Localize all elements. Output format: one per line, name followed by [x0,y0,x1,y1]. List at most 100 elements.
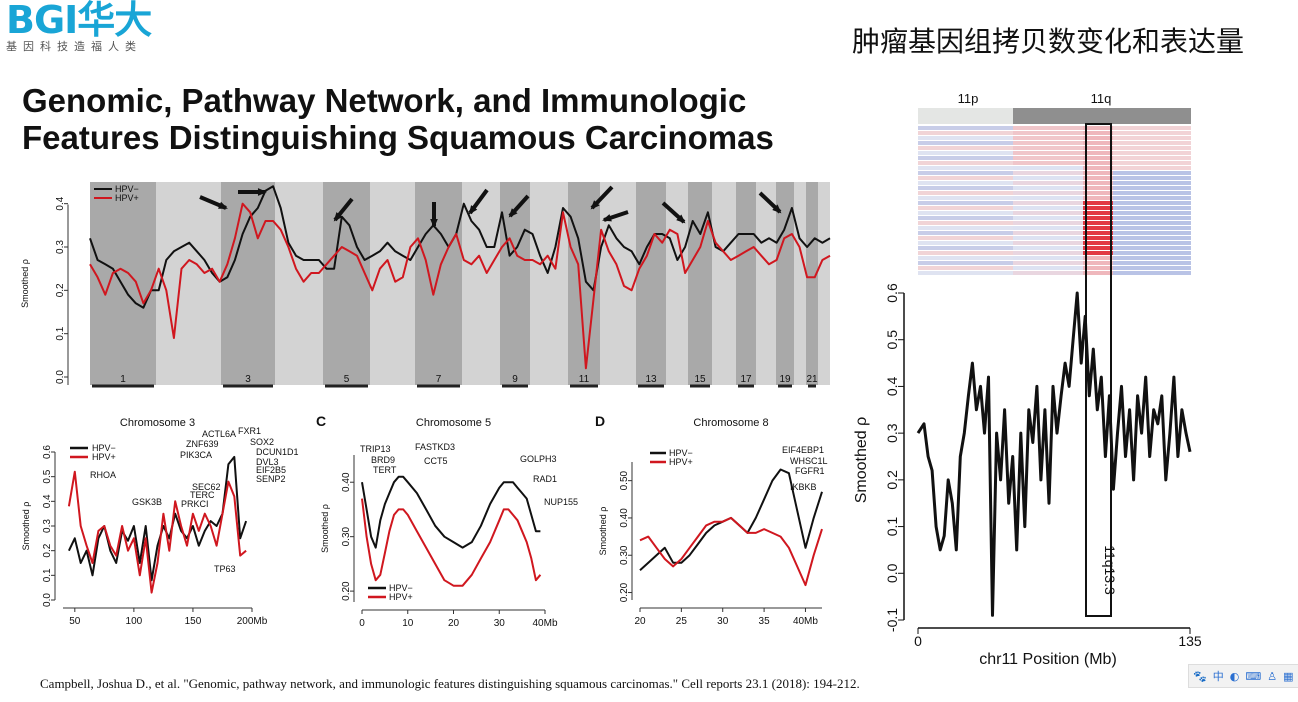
chromosome-label: 15 [694,374,706,385]
heatmap-cell [1083,256,1113,260]
heatmap-cell [918,186,1013,190]
heatmap-cell [1013,196,1083,200]
heatmap-cell [918,181,1013,185]
heatmap-cell [1083,226,1113,230]
chromosome-label: 1 [120,374,126,385]
gene-annotation: DVL3 [256,457,279,467]
legend-label-hpv-neg: HPV− [669,448,693,458]
heatmap-cell [1013,261,1083,265]
y-tick-label: 0.4 [42,494,53,508]
heatmap-cell [1013,266,1083,270]
y-tick-label: 0.50 [619,470,630,490]
gene-annotation: IKBKB [790,482,817,492]
x-axis-label: chr11 Position (Mb) [979,651,1117,668]
heatmap-cell [918,196,1013,200]
chromosome-band [415,182,462,385]
arrow-head-icon [602,214,612,222]
heatmap-cell [918,136,1013,140]
gene-annotation: TRIP13 [360,444,391,454]
y-tick-label: 0.4 [884,376,900,396]
y-tick-label: 0.1 [42,568,53,582]
heatmap-cell [1113,126,1191,130]
heatmap-cell [1113,151,1191,155]
heatmap-cell [918,266,1013,270]
heatmap-cell [1083,211,1113,215]
heatmap-cell [918,221,1013,225]
system-tray[interactable]: 🐾 中 ◐ ⌨ ♙ ▦ [1188,664,1298,688]
heatmap-cell [1013,251,1083,255]
shirt-icon[interactable]: ♙ [1267,669,1278,683]
gene-annotation: SENP2 [256,474,286,484]
gene-annotation: TERC [190,490,215,500]
y-tick-label: 0.4 [55,196,66,210]
moon-icon[interactable]: ◐ [1229,669,1240,683]
heatmap-cell [1113,141,1191,145]
legend-label-hpv-neg: HPV− [389,583,413,593]
chromosome-label: 5 [344,374,350,385]
panel-letter: C [316,413,326,429]
heatmap-cell [1013,131,1083,135]
grid-icon[interactable]: ▦ [1283,669,1294,683]
heatmap-cell [1083,136,1113,140]
heatmap-cell [1113,271,1191,275]
heatmap-cell [1083,206,1113,210]
legend-label-hpv-neg: HPV− [115,184,139,194]
chromosome-band [636,182,666,385]
ime-chinese-icon[interactable]: 中 [1212,670,1224,683]
chromosome-label: 13 [645,374,657,385]
gene-annotation: FGFR1 [795,466,825,476]
x-tick-label: 40Mb [793,616,818,627]
heatmap-cell [1083,141,1113,145]
heatmap-cell [1083,186,1113,190]
heatmap-cell [1113,206,1191,210]
chromosome-band [221,182,275,385]
gene-annotation: SEC62 [192,482,221,492]
y-tick-label: 0.3 [55,240,66,254]
x-tick-label: 20 [448,618,460,629]
chromosome-band [712,182,736,385]
heatmap-cell [1083,251,1113,255]
heatmap-cell [1083,151,1113,155]
heatmap-cell [1013,236,1083,240]
y-tick-label: 0.20 [619,582,630,602]
series-line-hpv-pos [89,202,831,370]
y-tick-label: 0.3 [42,519,53,533]
gene-annotation: ZNF639 [186,439,219,449]
heatmap-cell [1113,261,1191,265]
paper-title-line2: Features Distinguishing Squamous Carcino… [22,119,774,156]
y-tick-label: 0.2 [42,543,53,557]
logo-subtitle: 基因科技造福人类 [6,40,142,53]
heatmap-cell [1083,176,1113,180]
y-tick-label: 0.6 [42,445,53,459]
legend-label-hpv-neg: HPV− [92,443,116,453]
x-tick-label: 50 [69,616,81,627]
chromosome-band [818,182,830,385]
heatmap-cell [1083,201,1113,205]
chromosome-band [370,182,415,385]
keyboard-icon[interactable]: ⌨ [1245,669,1262,683]
heatmap-cell [1083,216,1113,220]
chromosome-band [500,182,530,385]
gene-annotation: TP63 [214,564,236,574]
heatmap-cell [1113,201,1191,205]
y-tick-label: 0.0 [884,563,900,583]
heatmap-cell [1013,126,1083,130]
gene-annotation: NUP155 [544,497,578,507]
heatmap-cell [1013,176,1083,180]
chromosome-label: 17 [740,374,752,385]
heatmap-cell [1083,131,1113,135]
y-tick-label: 0.30 [341,526,352,546]
heatmap-cell [1083,146,1113,150]
heatmap-cell [1113,171,1191,175]
paw-icon[interactable]: 🐾 [1193,669,1207,683]
heatmap-cell [1113,211,1191,215]
y-tick-label: 0.5 [884,330,900,350]
heatmap-cell [1083,126,1113,130]
heatmap-cell [1113,226,1191,230]
heatmap-cell [1113,156,1191,160]
heatmap-cell [1013,246,1083,250]
arrow-head-icon [508,208,518,218]
chromosome-label: 7 [436,374,442,385]
heatmap-cell [1013,161,1083,165]
heatmap-cell [918,146,1013,150]
